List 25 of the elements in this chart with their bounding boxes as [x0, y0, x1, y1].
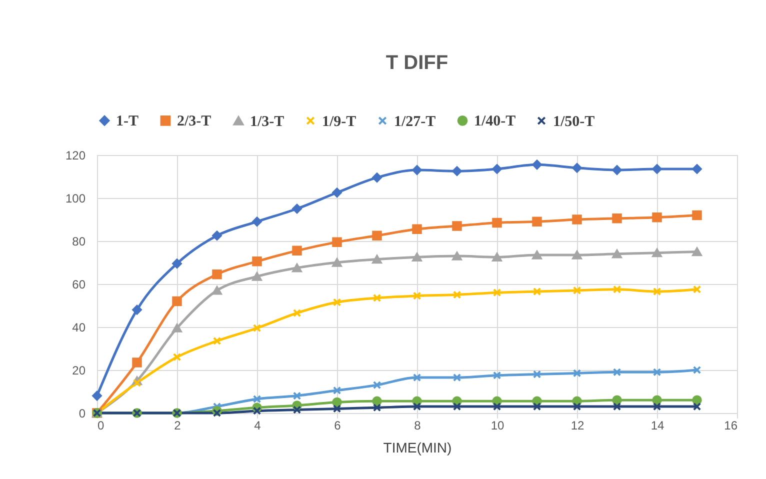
legend-label: 1-T: [116, 114, 138, 130]
legend-label: 1/50-T: [553, 114, 595, 130]
x-tick-label: 6: [334, 418, 342, 432]
y-tick-label: 80: [72, 234, 86, 248]
x-tick-label: 10: [490, 418, 504, 432]
x-tick-label: 0: [98, 418, 104, 432]
y-tick-label: 0: [78, 406, 86, 420]
y-tick-label: 60: [72, 278, 86, 292]
legend-label: 1/9-T: [322, 114, 356, 130]
x-tick-label: 8: [414, 418, 422, 432]
legend-label: 1/27-T: [394, 114, 436, 130]
x-tick-label: 2: [174, 418, 182, 432]
legend-label: 1/40-T: [474, 114, 516, 130]
y-tick-label: 100: [65, 192, 86, 206]
x-axis-title: TIME(MIN): [383, 440, 452, 456]
x-tick-label: 14: [650, 418, 664, 432]
y-tick-label: 20: [72, 364, 86, 378]
x-tick-label: 4: [254, 418, 262, 432]
y-tick-label: 40: [72, 320, 86, 334]
y-tick-label: 120: [65, 148, 86, 162]
x-tick-label: 16: [724, 418, 738, 432]
x-tick-label: 12: [570, 418, 584, 432]
chart-title: T DIFF: [386, 52, 448, 74]
legend-label: 2/3-T: [177, 114, 212, 130]
legend-label: 1/3-T: [250, 114, 284, 130]
